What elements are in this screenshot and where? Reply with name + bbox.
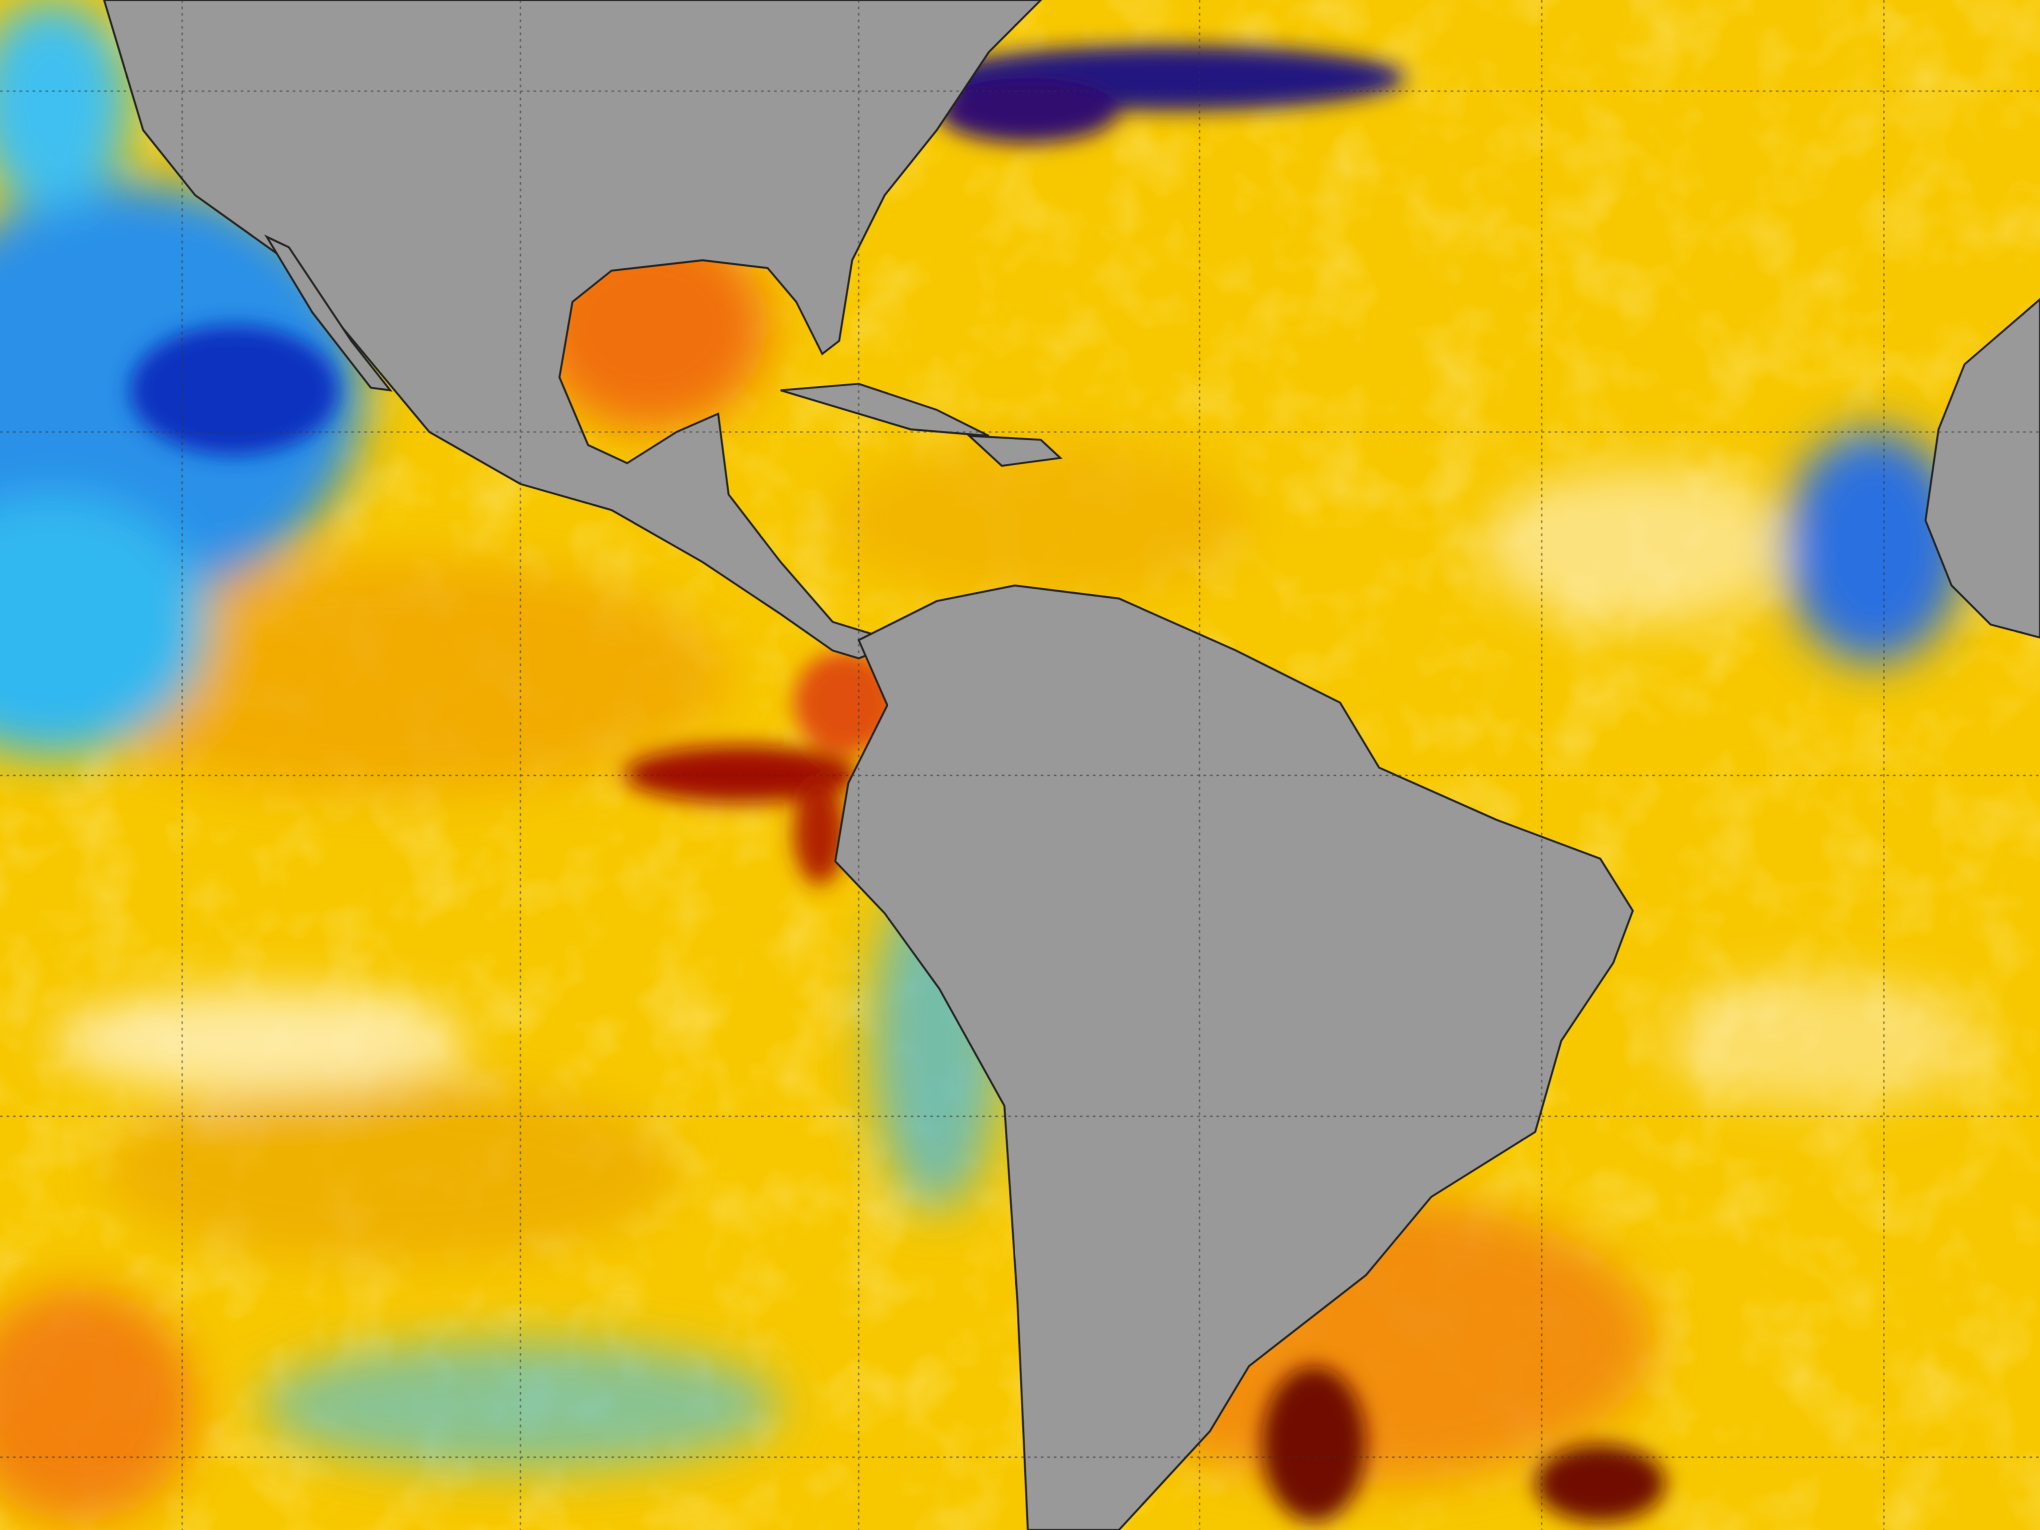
north-central-america: [103, 0, 1043, 660]
hispaniola: [966, 434, 1063, 467]
south-america: [834, 584, 1634, 1530]
land: [103, 0, 2040, 1530]
africa: [1924, 297, 2040, 639]
baja-california: [264, 234, 393, 392]
